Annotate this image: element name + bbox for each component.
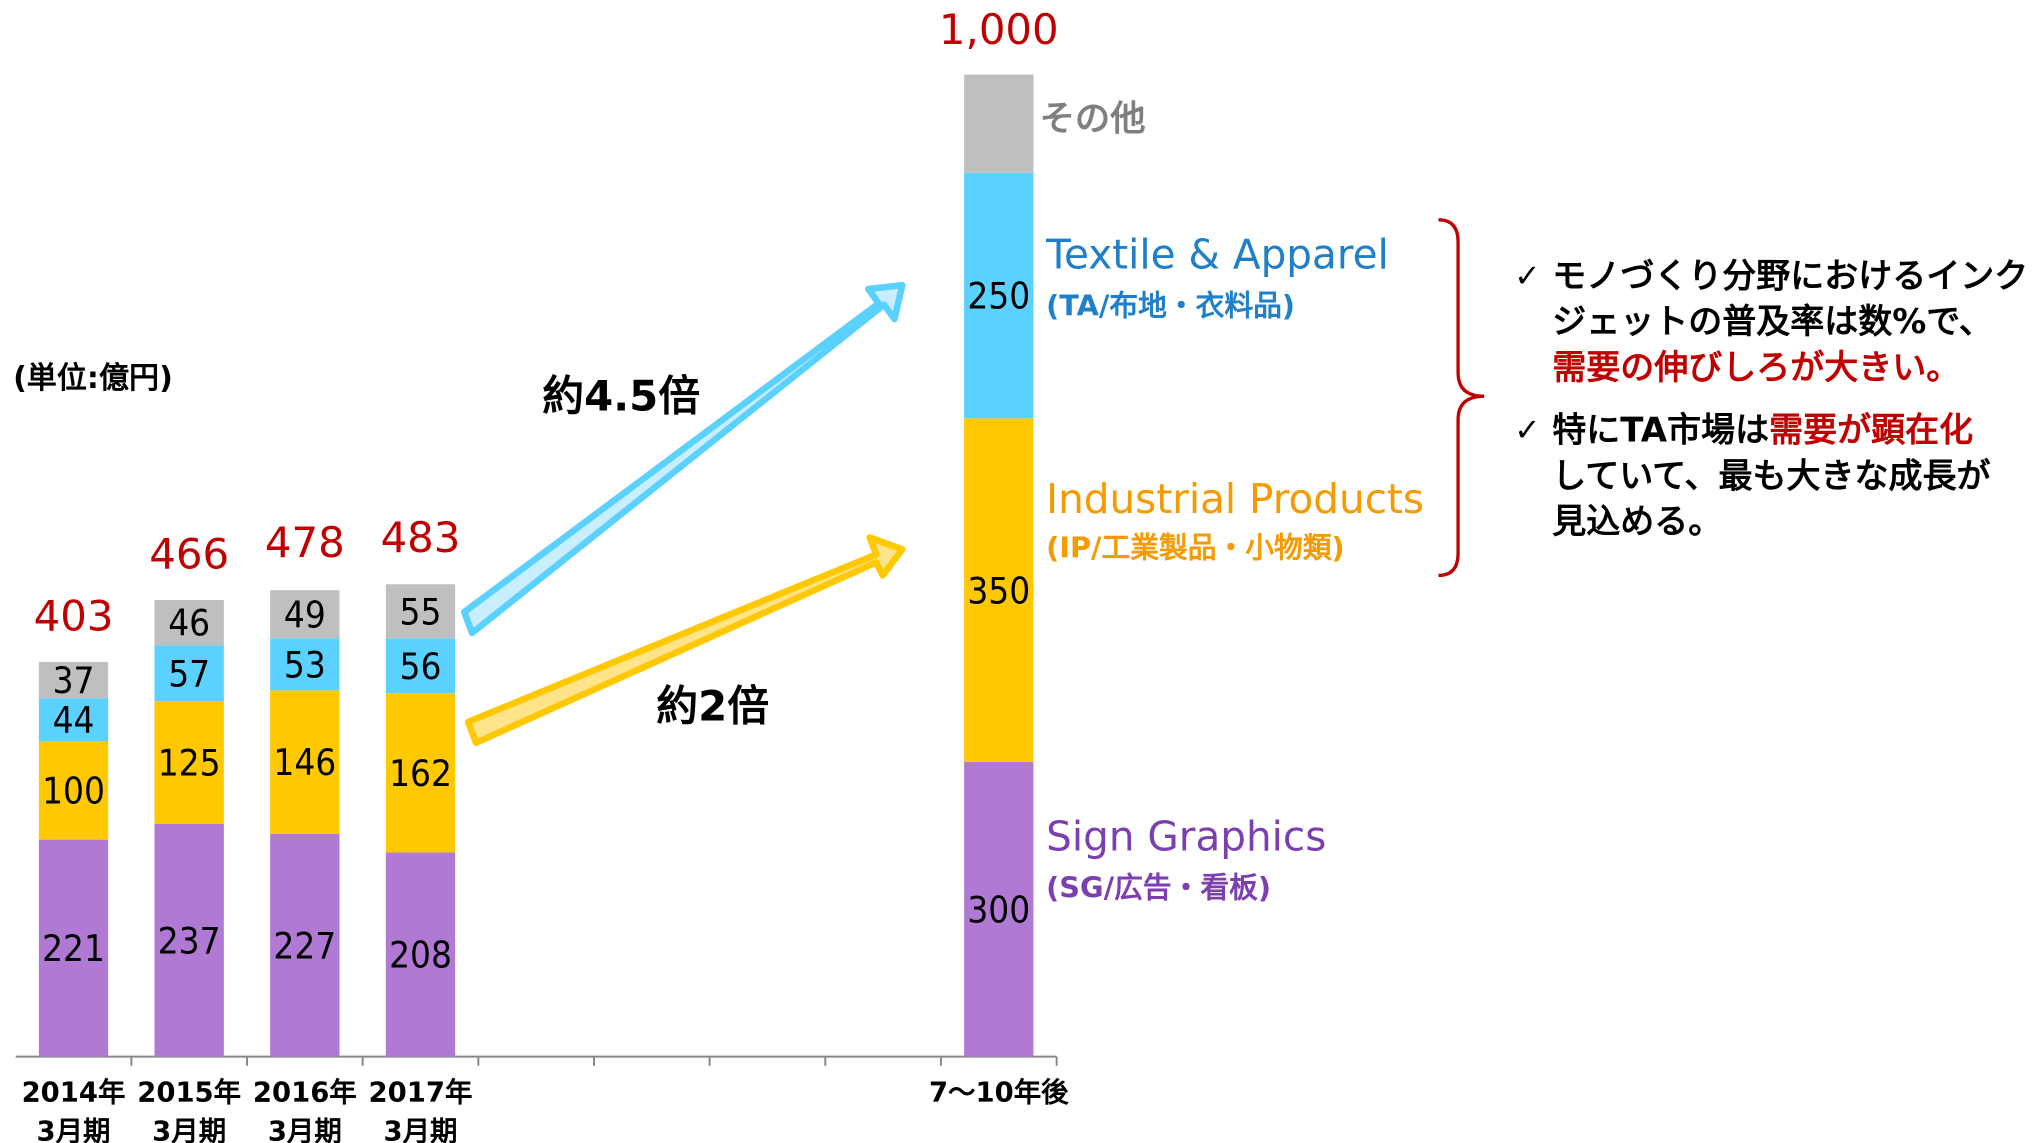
bar-segment <box>964 172 1034 419</box>
bar-segment <box>270 690 340 834</box>
legend-label: その他 <box>1040 98 1146 139</box>
x-tick-label: 2014年 <box>22 1076 126 1108</box>
legend-sublabel: (IP/工業製品・小物類) <box>1046 530 1345 564</box>
bar-segment <box>38 698 109 742</box>
total-label: 478 <box>265 518 345 567</box>
bar-segment <box>385 852 456 1057</box>
note-text: 見込める。 <box>1552 502 1722 542</box>
data-label: 250 <box>967 275 1030 318</box>
data-label: 221 <box>42 927 105 970</box>
note-line: 見込める。 <box>1552 502 1722 542</box>
note-text: 需要の伸びしろが大きい。 <box>1552 347 1960 387</box>
bar-segment <box>270 833 340 1057</box>
legend-label: Textile & Apparel <box>1045 231 1389 279</box>
data-label: 49 <box>284 593 326 636</box>
note-line: 需要の伸びしろが大きい。 <box>1552 347 1960 387</box>
data-label: 162 <box>389 752 452 795</box>
note-line: していて、最も大きな成長が <box>1552 456 1990 496</box>
bar-segment <box>964 762 1034 1057</box>
note-line: モノづくり分野におけるインク <box>1552 256 2028 296</box>
total-label: 403 <box>34 592 114 641</box>
x-tick-label: 2017年 <box>369 1076 473 1108</box>
unit-note: (単位:億円) <box>13 361 173 396</box>
note-text: モノづくり分野におけるインク <box>1552 256 2028 296</box>
note-line: 特にTA市場は需要が顕在化 <box>1552 410 1973 450</box>
x-tick-label: 3月期 <box>37 1117 111 1143</box>
legend-sublabel: (SG/広告・看板) <box>1046 870 1271 904</box>
data-label: 227 <box>273 924 336 967</box>
total-label: 483 <box>381 513 461 562</box>
bar-segment <box>385 693 456 853</box>
data-label: 44 <box>53 699 95 742</box>
bar-segment <box>38 839 109 1057</box>
note-text: 需要が顕在化 <box>1769 410 1973 450</box>
brace <box>1438 218 1485 578</box>
bar-segment <box>964 418 1034 763</box>
check-icon: ✓ <box>1514 413 1540 449</box>
data-label: 146 <box>273 741 336 784</box>
bar-segment <box>270 638 340 691</box>
note-text: 特にTA市場は <box>1552 410 1769 450</box>
data-label: 350 <box>967 569 1030 612</box>
x-tick-label: 7〜10年後 <box>929 1076 1069 1108</box>
x-tick-label: 2015年 <box>137 1076 241 1108</box>
legend-label: Sign Graphics <box>1046 813 1326 861</box>
bar-segment <box>385 638 456 694</box>
legend-sublabel: (TA/布地・衣料品) <box>1046 288 1295 322</box>
data-label: 300 <box>967 888 1030 931</box>
bar-segment <box>964 74 1034 173</box>
data-label: 100 <box>42 770 105 813</box>
bar-segment <box>270 590 340 639</box>
data-label: 37 <box>53 659 95 702</box>
note-line: ジェットの普及率は数%で、 <box>1552 302 1993 342</box>
data-label: 55 <box>400 590 442 633</box>
data-label: 56 <box>400 645 442 688</box>
data-label: 57 <box>168 652 210 695</box>
bar-segment <box>38 661 109 699</box>
bar-segment <box>154 599 224 646</box>
data-label: 46 <box>168 602 210 645</box>
total-label: 466 <box>149 530 229 579</box>
bar-segment <box>385 584 456 639</box>
note-text: していて、最も大きな成長が <box>1552 456 1990 496</box>
bar-segment <box>154 701 224 824</box>
note-text: ジェットの普及率は数%で、 <box>1552 302 1993 342</box>
data-label: 208 <box>389 934 452 977</box>
x-tick-label: 3月期 <box>152 1117 226 1143</box>
check-icon: ✓ <box>1514 258 1540 294</box>
data-label: 53 <box>284 643 326 686</box>
data-label: 125 <box>158 742 221 785</box>
x-tick-label: 3月期 <box>268 1117 342 1143</box>
x-tick-label: 3月期 <box>383 1117 457 1143</box>
data-label: 237 <box>158 919 221 962</box>
annotation: 約2倍 <box>656 681 769 730</box>
legend-label: Industrial Products <box>1046 475 1424 523</box>
x-tick-label: 2016年 <box>253 1076 357 1108</box>
bar-segment <box>154 823 224 1057</box>
growth-arrow <box>460 281 906 637</box>
annotation: 約4.5倍 <box>542 371 700 420</box>
bar-segment <box>38 741 109 840</box>
total-label: 1,000 <box>939 5 1059 54</box>
bar-segment <box>154 645 224 702</box>
growth-arrow <box>464 534 906 747</box>
